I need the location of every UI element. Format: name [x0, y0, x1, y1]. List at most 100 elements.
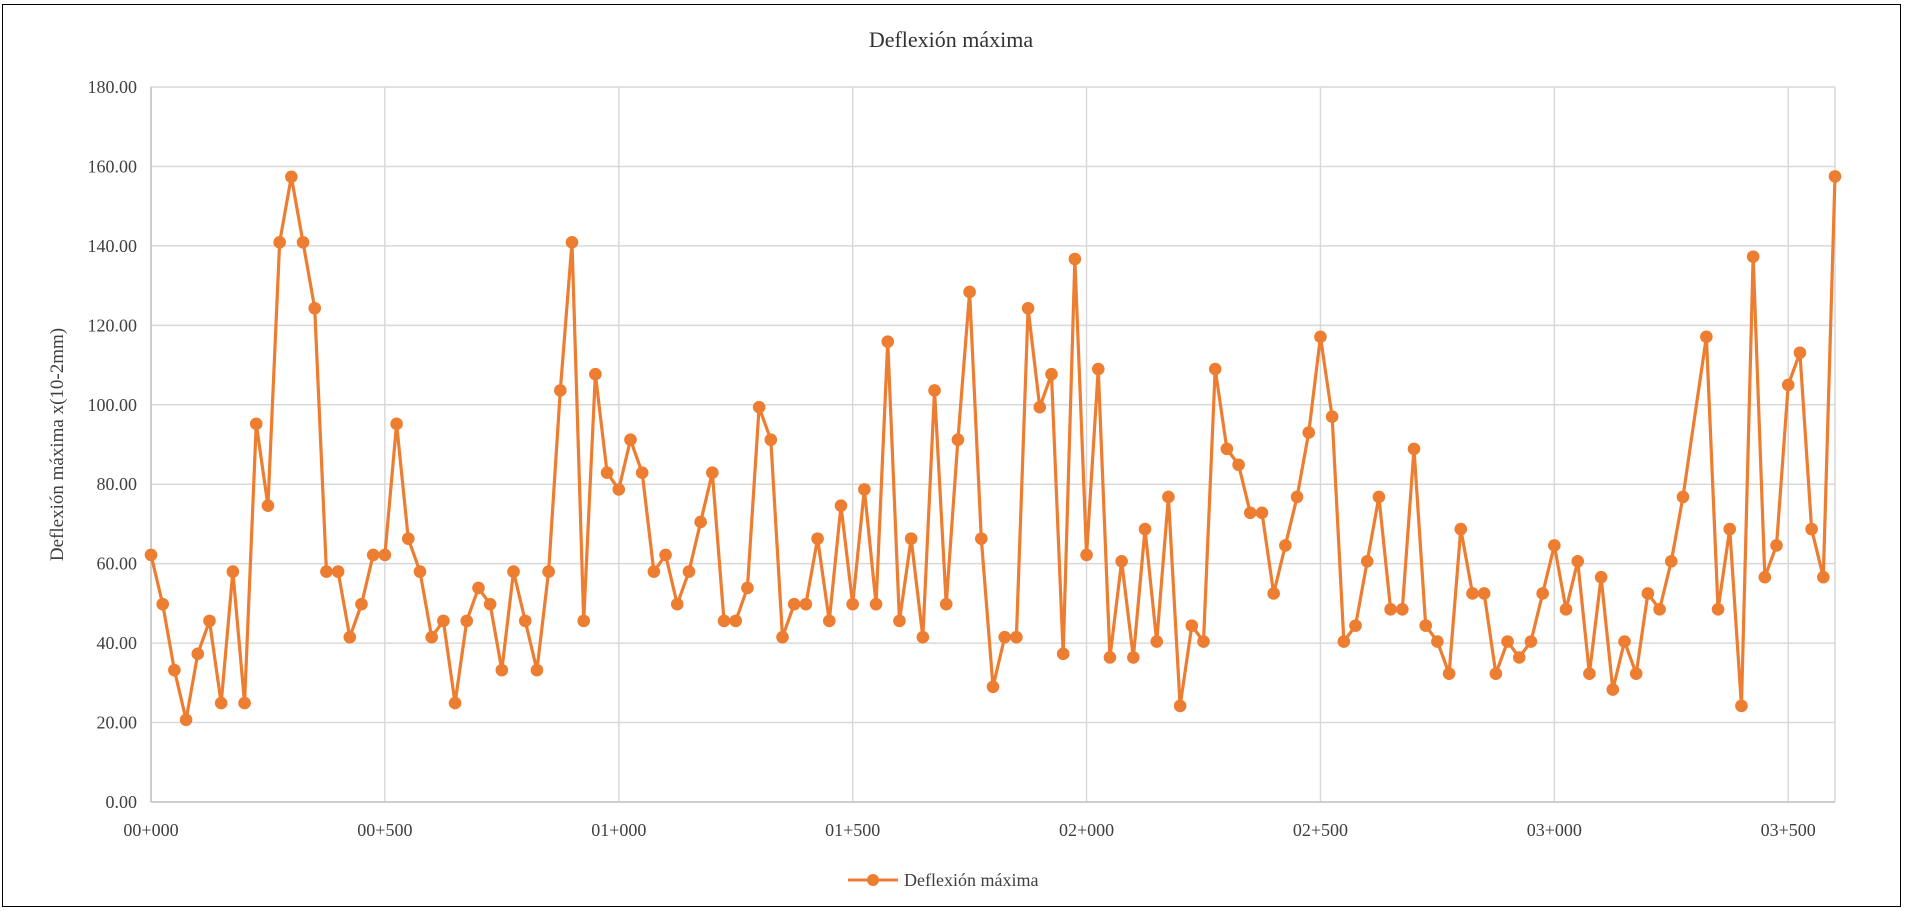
- data-point: [1735, 699, 1748, 713]
- data-point: [214, 696, 228, 710]
- data-point: [1127, 651, 1140, 664]
- data-point: [670, 597, 684, 611]
- data-point: [1103, 651, 1117, 664]
- data-point: [1477, 587, 1491, 600]
- data-point: [1629, 667, 1643, 680]
- x-tick-label: 01+000: [591, 820, 646, 840]
- data-point: [1021, 301, 1035, 315]
- data-point: [1489, 667, 1503, 680]
- data-point: [635, 466, 649, 480]
- data-point: [1559, 603, 1573, 616]
- data-point: [1781, 378, 1795, 392]
- data-point: [565, 236, 579, 249]
- data-point: [1208, 362, 1222, 376]
- data-point: [1279, 539, 1292, 552]
- data-point: [226, 565, 240, 578]
- data-point: [390, 417, 403, 431]
- data-point: [729, 614, 743, 628]
- data-point: [846, 597, 859, 611]
- data-point: [1115, 554, 1128, 568]
- data-point: [998, 630, 1011, 644]
- data-point: [624, 433, 637, 447]
- y-tick-label: 20.00: [97, 713, 138, 733]
- data-point: [600, 466, 614, 480]
- data-point: [951, 433, 965, 447]
- data-point: [1068, 252, 1082, 266]
- data-point: [939, 597, 953, 611]
- data-point: [249, 417, 263, 431]
- data-point: [799, 597, 813, 611]
- data-point: [1700, 330, 1713, 344]
- data-point: [495, 663, 509, 677]
- data-point: [752, 400, 766, 414]
- data-point: [1360, 554, 1374, 568]
- data-point: [986, 680, 1000, 694]
- data-point: [706, 466, 719, 480]
- data-point: [1349, 619, 1362, 632]
- data-point: [308, 301, 322, 315]
- data-point: [1770, 539, 1783, 552]
- x-tick-label: 02+000: [1059, 820, 1114, 840]
- data-point: [448, 696, 462, 710]
- data-point: [1548, 539, 1561, 552]
- data-point: [1664, 554, 1678, 568]
- data-point: [1454, 522, 1468, 536]
- data-point: [916, 630, 930, 644]
- y-tick-label: 60.00: [97, 554, 138, 574]
- data-point: [869, 597, 883, 611]
- data-point: [1396, 603, 1409, 616]
- data-point: [1243, 506, 1257, 520]
- data-point: [1583, 667, 1596, 680]
- data-point: [1828, 170, 1842, 183]
- data-point: [401, 532, 415, 545]
- data-point: [331, 565, 345, 578]
- y-tick-label: 100.00: [88, 395, 138, 415]
- data-point: [1267, 587, 1280, 600]
- x-tick-label: 01+500: [825, 820, 880, 840]
- data-point: [425, 630, 438, 644]
- data-point: [694, 515, 707, 529]
- x-tick-label: 00+000: [123, 820, 178, 840]
- data-point: [483, 597, 497, 611]
- data-point: [893, 614, 906, 628]
- data-point: [507, 565, 520, 578]
- data-point: [1080, 548, 1093, 562]
- data-point: [1056, 647, 1070, 661]
- data-point: [1407, 442, 1421, 456]
- data-point: [1138, 522, 1152, 536]
- data-point: [659, 548, 672, 562]
- chart-area: Deflexión máxima 0.00 20.00 40.00 60.00 80.0…: [2, 4, 1901, 907]
- data-point: [822, 614, 836, 628]
- data-point: [1676, 490, 1690, 504]
- data-point: [1302, 426, 1316, 439]
- data-point: [1746, 250, 1760, 263]
- data-point: [1536, 587, 1549, 600]
- data-point: [1091, 362, 1105, 376]
- data-point: [787, 597, 801, 611]
- data-point: [296, 236, 310, 249]
- y-tick-label: 120.00: [88, 315, 138, 335]
- data-point: [1466, 587, 1479, 600]
- data-point: [366, 548, 380, 562]
- y-tick-label: 180.00: [88, 77, 138, 97]
- data-point: [1232, 458, 1245, 472]
- data-point: [320, 565, 333, 578]
- data-point: [1431, 635, 1444, 648]
- deflection-line-chart: Deflexión máxima 0.00 20.00 40.00 60.00 80.0…: [47, 27, 1842, 890]
- data-point: [1817, 570, 1830, 584]
- data-point: [1594, 570, 1608, 584]
- data-point: [191, 647, 205, 661]
- data-point: [1618, 635, 1631, 648]
- data-point: [1337, 635, 1351, 648]
- data-point: [577, 614, 590, 628]
- data-point: [1723, 522, 1737, 536]
- data-point: [1419, 619, 1432, 632]
- data-point: [1512, 651, 1526, 664]
- data-point: [717, 614, 731, 628]
- series-deflexion-maxima: [144, 170, 1842, 727]
- data-point: [1325, 410, 1339, 423]
- data-point: [1571, 554, 1585, 568]
- data-point: [1314, 330, 1327, 344]
- gridlines: [151, 86, 1836, 802]
- data-point: [1185, 619, 1199, 632]
